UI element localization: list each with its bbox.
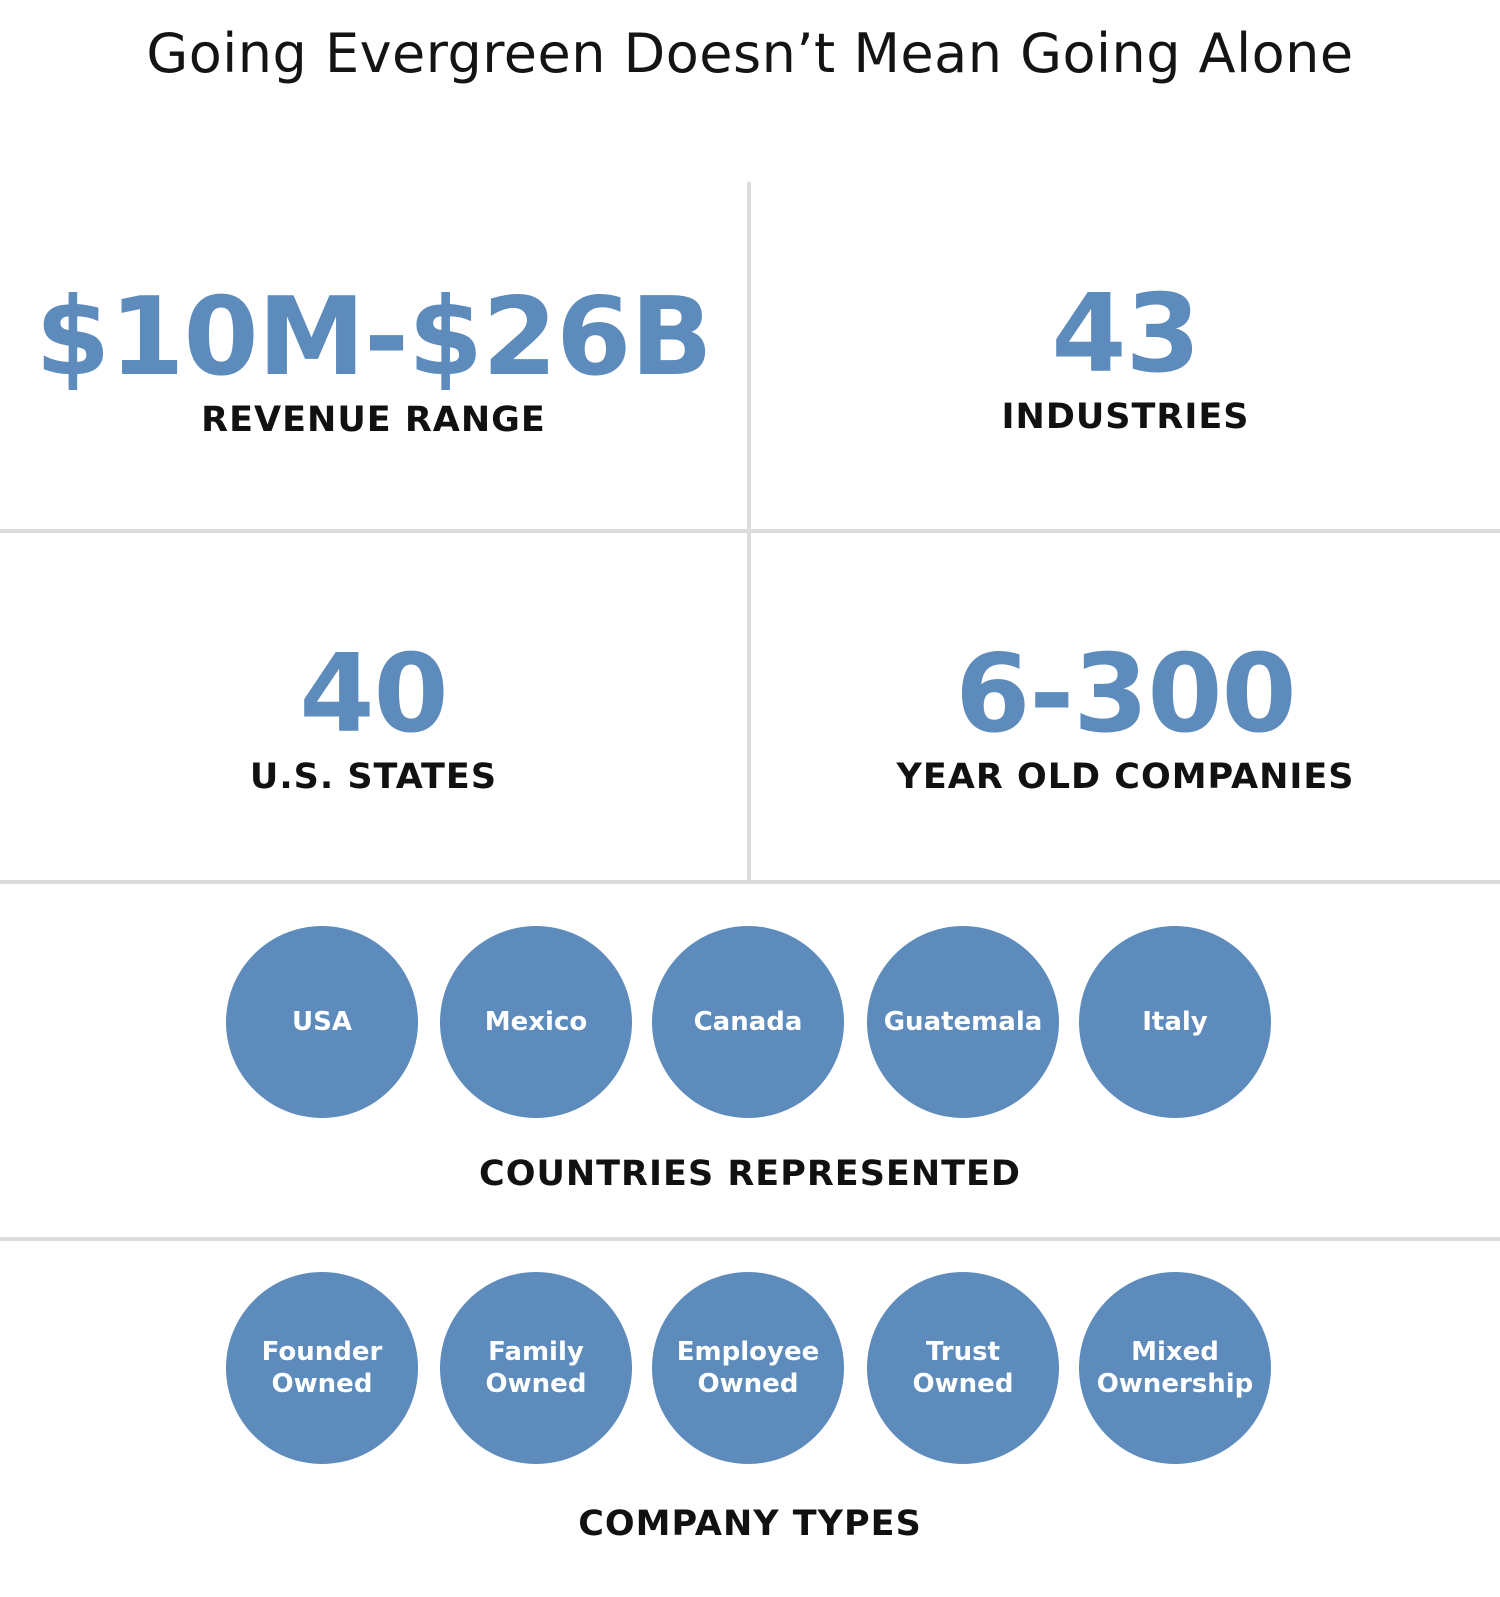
stat-value: 6-300 — [955, 632, 1296, 757]
stat-value: 43 — [1051, 272, 1200, 397]
country-circle-canada: Canada — [652, 926, 844, 1118]
stat-label: REVENUE RANGE — [201, 400, 546, 440]
country-label: Italy — [1142, 1007, 1208, 1037]
company-type-circle-founder: Founder Owned — [226, 1272, 418, 1464]
stat-label: YEAR OLD COMPANIES — [896, 757, 1355, 797]
stat-value: 40 — [299, 632, 448, 757]
countries-section-label: COUNTRIES REPRESENTED — [479, 1154, 1021, 1194]
stat-label: U.S. STATES — [249, 757, 498, 797]
stat-value: $10M-$26B — [35, 275, 713, 400]
country-label: USA — [292, 1007, 352, 1037]
company-type-circle-family: Family Owned — [440, 1272, 632, 1464]
country-circle-italy: Italy — [1079, 926, 1271, 1118]
horizontal-divider-1 — [0, 529, 1500, 533]
company-types-section-label: COMPANY TYPES — [578, 1504, 922, 1544]
stat-industries: 43 INDUSTRIES — [751, 275, 1500, 439]
company-type-label: Founder Owned — [261, 1337, 383, 1399]
stat-year-old-companies: 6-300 YEAR OLD COMPANIES — [751, 635, 1500, 799]
page-title: Going Evergreen Doesn’t Mean Going Alone — [146, 22, 1354, 85]
company-type-circle-trust: Trust Owned — [867, 1272, 1059, 1464]
stat-label: INDUSTRIES — [1001, 397, 1250, 437]
country-circle-guatemala: Guatemala — [867, 926, 1059, 1118]
company-type-label: Family Owned — [485, 1337, 587, 1399]
country-label: Guatemala — [883, 1007, 1043, 1037]
company-type-label: Trust Owned — [912, 1337, 1014, 1399]
stat-us-states: 40 U.S. STATES — [0, 635, 747, 799]
company-type-circle-mixed: Mixed Ownership — [1079, 1272, 1271, 1464]
horizontal-divider-2 — [0, 880, 1500, 884]
company-type-circle-employee: Employee Owned — [652, 1272, 844, 1464]
company-type-label: Mixed Ownership — [1096, 1337, 1254, 1399]
country-circle-usa: USA — [226, 926, 418, 1118]
country-label: Canada — [693, 1007, 803, 1037]
country-circle-mexico: Mexico — [440, 926, 632, 1118]
company-type-label: Employee Owned — [676, 1337, 820, 1399]
horizontal-divider-3 — [0, 1237, 1500, 1241]
stat-revenue-range: $10M-$26B REVENUE RANGE — [0, 278, 747, 442]
country-label: Mexico — [484, 1007, 588, 1037]
